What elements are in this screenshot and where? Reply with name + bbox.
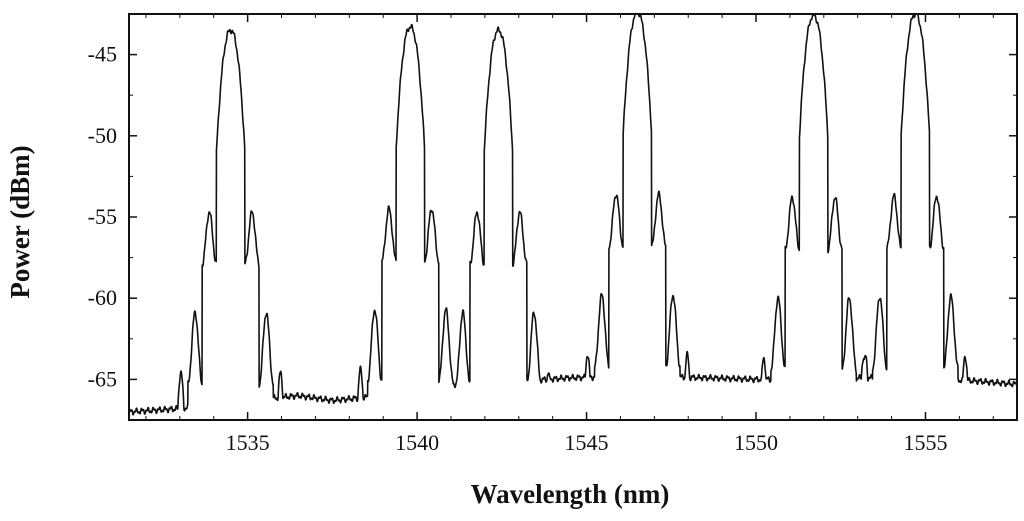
y-tick-label: -45 xyxy=(88,42,117,67)
y-tick-label: -65 xyxy=(88,366,117,391)
y-axis-title: Power (dBm) xyxy=(5,145,35,298)
y-tick-label: -50 xyxy=(88,123,117,148)
x-tick-label: 1555 xyxy=(903,430,947,455)
x-tick-label: 1535 xyxy=(226,430,270,455)
series-layer xyxy=(128,13,1018,416)
x-axis-title: Wavelength (nm) xyxy=(471,479,670,509)
y-tick-label: -55 xyxy=(88,204,117,229)
y-tick-label: -60 xyxy=(88,285,117,310)
spectrum-line xyxy=(128,13,1018,416)
x-tick-label: 1550 xyxy=(734,430,778,455)
x-tick-label: 1540 xyxy=(395,430,439,455)
ticks: 1535 1540 1545 1550 1555 -45 -50 -55 -60 -65 xyxy=(88,13,1017,455)
x-tick-label: 1545 xyxy=(565,430,609,455)
